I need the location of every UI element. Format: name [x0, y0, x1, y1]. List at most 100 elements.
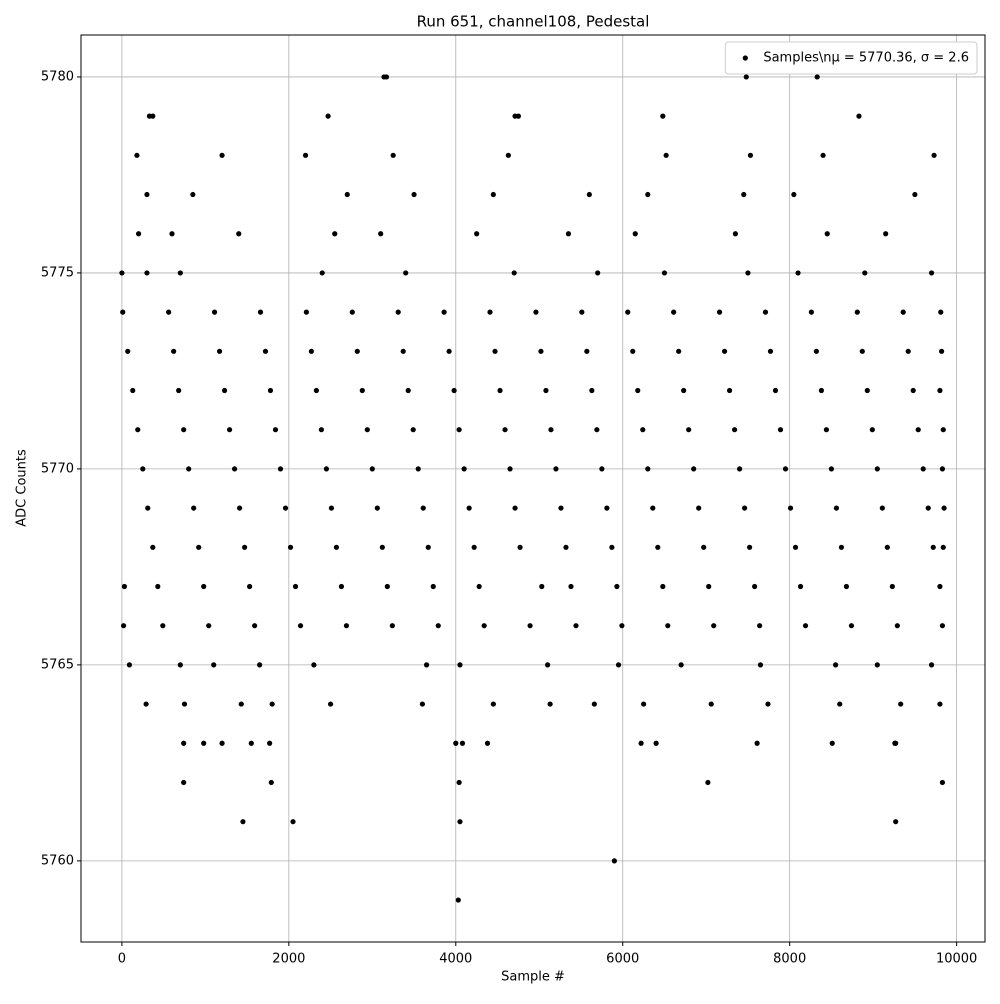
point [937, 387, 943, 394]
point [455, 897, 461, 903]
point [248, 740, 254, 746]
point [869, 427, 875, 433]
point [630, 348, 636, 354]
point [155, 583, 161, 590]
point [609, 544, 615, 550]
point [389, 623, 395, 629]
point [181, 779, 187, 786]
point [354, 348, 360, 354]
point [403, 270, 409, 276]
point [655, 544, 661, 550]
point [457, 819, 463, 825]
point [287, 544, 294, 550]
point [319, 270, 325, 276]
point [492, 348, 498, 354]
point [297, 623, 304, 629]
point [767, 348, 774, 354]
point [374, 505, 380, 511]
point [736, 466, 743, 472]
point [879, 505, 885, 511]
point [277, 466, 284, 472]
point [211, 662, 217, 668]
point [338, 583, 345, 590]
point [441, 309, 447, 315]
point [415, 466, 421, 472]
point [176, 387, 182, 394]
point [823, 427, 830, 433]
point [344, 191, 350, 198]
point [747, 544, 753, 550]
point [177, 270, 183, 276]
point [515, 113, 521, 119]
point [252, 623, 258, 629]
point [671, 309, 677, 315]
point [591, 701, 597, 707]
point [120, 309, 126, 315]
point [595, 270, 601, 276]
point [653, 740, 659, 746]
point [420, 505, 426, 511]
point [731, 427, 738, 433]
point [359, 387, 365, 394]
point [743, 74, 749, 80]
point [782, 466, 789, 472]
point [824, 231, 830, 237]
point [318, 427, 324, 433]
point [135, 427, 141, 433]
point [802, 623, 809, 629]
point [231, 466, 238, 472]
point [543, 387, 549, 394]
point [308, 348, 314, 354]
point [705, 779, 711, 786]
point [599, 466, 605, 472]
point [476, 583, 482, 590]
point [302, 152, 309, 158]
point [140, 466, 146, 472]
point [547, 701, 553, 707]
point [663, 152, 669, 158]
point [400, 348, 406, 354]
point [474, 231, 480, 237]
point [150, 544, 156, 550]
point [145, 505, 151, 511]
point [939, 779, 946, 786]
point [384, 583, 390, 590]
point [383, 74, 390, 80]
point [456, 779, 462, 786]
x-tick-label: 6000 [606, 952, 639, 967]
point [269, 701, 275, 707]
point [328, 505, 335, 511]
point [446, 348, 452, 354]
point [490, 701, 496, 707]
y-tick-label: 5760 [41, 853, 74, 868]
point [660, 113, 666, 119]
point [292, 583, 299, 590]
point [762, 309, 769, 315]
point [311, 662, 317, 668]
point [797, 583, 804, 590]
point [604, 505, 610, 511]
point [390, 152, 396, 158]
point [216, 348, 223, 354]
point [533, 309, 539, 315]
point [665, 623, 671, 629]
point [511, 270, 517, 276]
point [453, 740, 459, 746]
point [130, 387, 136, 394]
point [883, 231, 889, 237]
point [410, 427, 416, 433]
y-tick-label: 5770 [41, 461, 74, 476]
point [379, 544, 385, 550]
point [150, 113, 156, 119]
point [862, 270, 868, 276]
point [211, 309, 218, 315]
point [584, 348, 590, 354]
point [711, 623, 717, 629]
point [864, 387, 870, 394]
point [219, 740, 225, 746]
point [563, 544, 569, 550]
point [201, 740, 207, 746]
point [641, 701, 647, 707]
point [912, 191, 918, 198]
